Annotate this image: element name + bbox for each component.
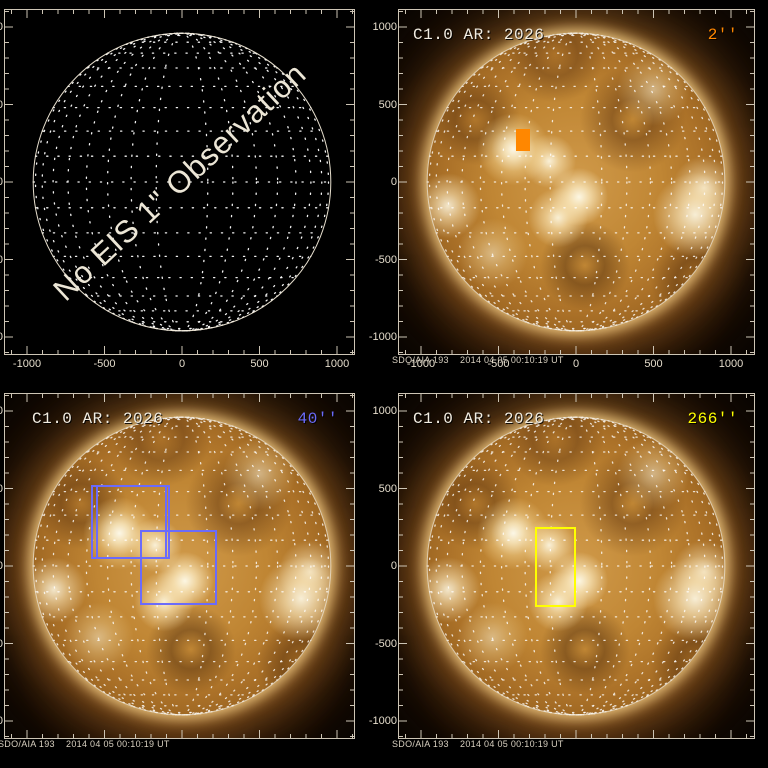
x-tick-label: 500 bbox=[644, 358, 663, 370]
y-tick-label: -1000 bbox=[368, 331, 397, 343]
fov-rect-outline bbox=[96, 484, 171, 559]
solar-grid-dots bbox=[5, 10, 354, 354]
fov-overlays bbox=[5, 394, 354, 738]
panel-aia-40arcsec: C1.0 AR: 2026 40'' SDO/AIA 193 2014 04 0… bbox=[0, 384, 384, 768]
solar-grid-dots bbox=[399, 10, 754, 354]
solar-grid-dots bbox=[399, 394, 754, 738]
x-tick-label: -1000 bbox=[406, 358, 436, 370]
image-caption: SDO/AIA 193 2014 04 05 00:10:19 UT bbox=[0, 739, 170, 749]
y-tick-label: 500 bbox=[378, 482, 397, 495]
x-tick-label: -1000 bbox=[12, 358, 42, 370]
fov-rect-outline bbox=[140, 530, 217, 605]
panel-eis-no-observation: No EIS 1" Observation -1000 -500 0 500 1000 1… bbox=[0, 0, 384, 384]
y-tick-label: 0 bbox=[390, 560, 397, 572]
y-tick-label: -500 bbox=[374, 637, 397, 650]
y-tick-label: -500 bbox=[0, 638, 3, 650]
x-tick-label: -500 bbox=[487, 358, 510, 370]
plot-area: C1.0 AR: 2026 2'' bbox=[398, 9, 755, 355]
x-tick-label: 1000 bbox=[718, 358, 744, 370]
x-tick-label: 0 bbox=[572, 358, 580, 370]
solar-grid-dots bbox=[5, 394, 354, 738]
y-tick-label: 0 bbox=[390, 176, 397, 188]
y-tick-label: -500 bbox=[0, 254, 3, 266]
y-tick-label: 1000 bbox=[0, 21, 3, 33]
image-caption: SDO/AIA 193 2014 04 05 00:10:19 UT bbox=[392, 739, 564, 749]
panel-aia-266arcsec: C1.0 AR: 2026 266'' SDO/AIA 193 2014 04 … bbox=[369, 384, 768, 768]
fov-overlays bbox=[399, 394, 754, 738]
panel-title: C1.0 AR: 2026 bbox=[413, 26, 545, 44]
x-tick-label: 1000 bbox=[324, 358, 350, 370]
slit-scale-label: 40'' bbox=[297, 410, 338, 428]
y-tick-label: 500 bbox=[0, 99, 3, 111]
y-tick-label: 1000 bbox=[0, 405, 3, 417]
x-tick-label: 0 bbox=[178, 358, 186, 370]
image-caption: SDO/AIA 193 2014 04 05 00:10:19 UT bbox=[392, 355, 564, 365]
panel-title: C1.0 AR: 2026 bbox=[32, 410, 164, 428]
x-tick-label: 500 bbox=[250, 358, 269, 370]
x-tick-label: -500 bbox=[93, 358, 116, 370]
panel-title: C1.0 AR: 2026 bbox=[413, 410, 545, 428]
y-tick-label: -1000 bbox=[368, 715, 397, 727]
y-tick-label: 0 bbox=[0, 176, 3, 188]
panel-aia-2arcsec: C1.0 AR: 2026 2'' SDO/AIA 193 2014 04 05… bbox=[369, 0, 768, 384]
slit-scale-label: 266'' bbox=[687, 410, 738, 428]
y-tick-label: 1000 bbox=[372, 405, 397, 417]
y-tick-label: -1000 bbox=[0, 715, 3, 727]
y-tick-label: 0 bbox=[0, 560, 3, 572]
plot-area: No EIS 1" Observation bbox=[4, 9, 355, 355]
y-tick-label: 500 bbox=[378, 98, 397, 111]
fov-rect-outline bbox=[534, 526, 577, 607]
y-tick-label: -500 bbox=[374, 253, 397, 266]
slit-scale-label: 2'' bbox=[707, 26, 738, 44]
plot-area: C1.0 AR: 2026 40'' bbox=[4, 393, 355, 739]
y-tick-label: 1000 bbox=[372, 21, 397, 33]
fov-overlays bbox=[399, 10, 754, 354]
fov-rect-filled bbox=[516, 129, 530, 151]
y-tick-label: -1000 bbox=[0, 331, 3, 343]
plot-area: C1.0 AR: 2026 266'' bbox=[398, 393, 755, 739]
y-tick-label: 500 bbox=[0, 483, 3, 495]
